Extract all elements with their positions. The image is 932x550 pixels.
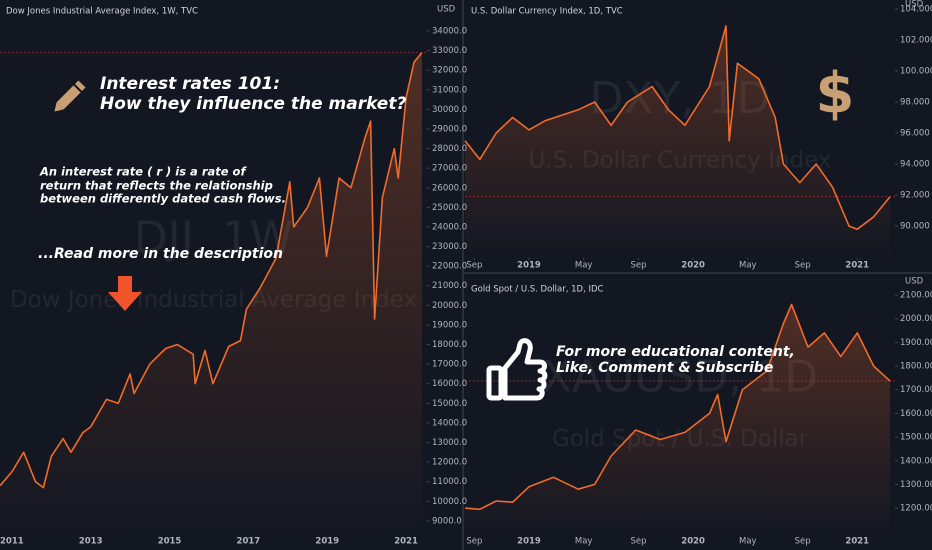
area-fill (0, 52, 422, 537)
x-tick-label: 2017 (237, 537, 261, 547)
x-tick-label: Sep (630, 261, 646, 271)
y-tick-label: 104.000 (900, 4, 932, 14)
y-tick-label: 17000.0 (432, 360, 467, 370)
price-line-series (0, 51, 423, 489)
x-tick-label: Sep (630, 537, 646, 547)
y-tick-label: 1400.00 (900, 456, 932, 466)
body-text: between differently dated cash flows. (40, 192, 286, 206)
y-tick-label: 96.000 (900, 129, 930, 139)
thumbs-up-icon (486, 338, 548, 401)
x-tick-label: 2011 (0, 537, 24, 547)
y-tick-label: 20000.0 (432, 301, 467, 311)
y-tick-label: 23000.0 (432, 242, 467, 252)
x-tick-label: 2020 (681, 261, 705, 271)
y-tick-label: 12000.0 (432, 458, 467, 468)
cta-text: Like, Comment & Subscribe (556, 360, 773, 376)
y-tick-label: 1500.00 (900, 433, 932, 443)
y-tick-label: 27000.0 (432, 164, 467, 174)
y-tick-label: 34000.0 (432, 26, 467, 36)
unit-label: USD (905, 0, 924, 10)
y-tick-label: 26000.0 (432, 183, 467, 193)
x-tick-label: 2020 (681, 537, 705, 547)
x-tick-label: 2019 (517, 261, 541, 271)
y-tick-label: 94.000 (900, 160, 930, 170)
x-tick-label: 2019 (315, 537, 339, 547)
chart-title: Dow Jones Industrial Average Index, 1W, … (6, 7, 198, 17)
body-text: return that reflects the relationship (40, 179, 273, 193)
x-tick-label: Sep (795, 537, 811, 547)
y-tick-label: 25000.0 (432, 203, 467, 213)
y-tick-label: 11000.0 (432, 477, 467, 487)
y-tick-label: 29000.0 (432, 124, 467, 134)
y-tick-label: 90.000 (900, 222, 930, 232)
y-tick-label: 15000.0 (432, 399, 467, 409)
pencil-icon (54, 80, 86, 112)
y-tick-label: 1600.00 (900, 409, 932, 419)
y-tick-label: 98.000 (900, 98, 930, 108)
y-tick-label: 2000.00 (900, 314, 932, 324)
y-tick-label: 13000.0 (432, 438, 467, 448)
y-tick-label: 33000.0 (432, 46, 467, 56)
y-tick-label: 28000.0 (432, 144, 467, 154)
price-line-series (464, 303, 891, 511)
y-tick-label: 100.000 (900, 67, 932, 77)
x-tick-label: 2021 (845, 261, 869, 271)
y-tick-label: 19000.0 (432, 320, 467, 330)
y-tick-label: 10000.0 (432, 497, 467, 507)
dollar-icon: $ (816, 61, 855, 126)
area-fill (465, 26, 891, 258)
x-tick-label: May (575, 261, 593, 271)
x-tick-label: 2019 (517, 537, 541, 547)
y-tick-label: 1200.00 (900, 504, 932, 514)
x-tick-label: May (739, 537, 757, 547)
y-tick-label: 18000.0 (432, 340, 467, 350)
unit-label: USD (905, 277, 924, 287)
area-fill (465, 304, 891, 537)
x-tick-label: 2015 (158, 537, 182, 547)
x-tick-label: 2013 (79, 537, 103, 547)
price-line-series (464, 25, 891, 230)
y-tick-label: 1300.00 (900, 480, 932, 490)
body-text: An interest rate ( r ) is a rate of (39, 165, 247, 179)
watermark: DJI, 1W (134, 213, 293, 264)
y-tick-label: 24000.0 (432, 222, 467, 232)
y-tick-label: 2100.00 (900, 291, 932, 301)
y-tick-label: 1800.00 (900, 362, 932, 372)
y-tick-label: 9000.0 (432, 516, 462, 526)
x-tick-label: 2021 (845, 537, 869, 547)
y-tick-label: 32000.0 (432, 66, 467, 76)
read-more: ...Read more in the description (38, 246, 283, 262)
heading: How they influence the market? (100, 94, 406, 114)
x-tick-label: Sep (795, 261, 811, 271)
unit-label: USD (437, 5, 456, 15)
y-tick-label: 14000.0 (432, 418, 467, 428)
cta-text: For more educational content, (556, 344, 795, 360)
y-tick-label: 1900.00 (900, 338, 932, 348)
y-tick-label: 21000.0 (432, 281, 467, 291)
y-tick-label: 102.000 (900, 36, 932, 46)
x-tick-label: Sep (466, 261, 482, 271)
chart-title: U.S. Dollar Currency Index, 1D, TVC (471, 7, 623, 17)
arrow-icon (108, 276, 142, 311)
y-tick-label: 30000.0 (432, 105, 467, 115)
y-tick-label: 31000.0 (432, 85, 467, 95)
x-tick-label: May (575, 537, 593, 547)
x-tick-label: May (739, 261, 757, 271)
heading: Interest rates 101: (100, 74, 280, 94)
y-tick-label: 22000.0 (432, 262, 467, 272)
x-tick-label: 2021 (394, 537, 418, 547)
chart-title: Gold Spot / U.S. Dollar, 1D, IDC (471, 285, 604, 295)
y-tick-label: 92.000 (900, 191, 930, 201)
y-tick-label: 16000.0 (432, 379, 467, 389)
x-tick-label: Sep (466, 537, 482, 547)
y-tick-label: 1700.00 (900, 385, 932, 395)
